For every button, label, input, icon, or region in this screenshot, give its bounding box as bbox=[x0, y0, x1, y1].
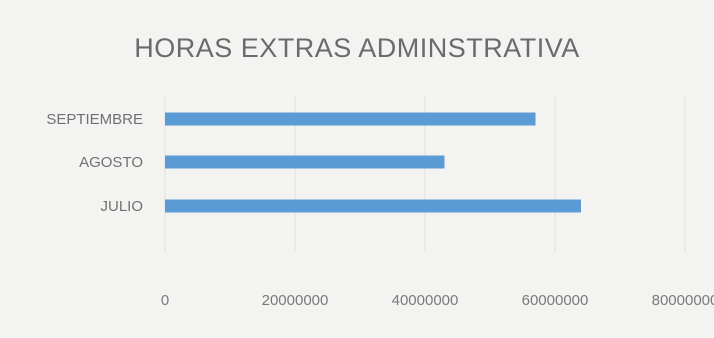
category-label-agosto: AGOSTO bbox=[79, 154, 143, 171]
bar-septiembre bbox=[165, 112, 536, 126]
category-label-septiembre: SEPTIEMBRE bbox=[46, 111, 143, 128]
x-tick-label-4: 80000000 bbox=[652, 292, 714, 309]
bar-agosto bbox=[165, 155, 445, 169]
bar-julio bbox=[165, 199, 581, 213]
chart-title: HORAS EXTRAS ADMINSTRATIVA bbox=[134, 33, 580, 63]
x-tick-label-1: 20000000 bbox=[262, 292, 329, 309]
x-axis-ticks: 0 20000000 40000000 60000000 80000000 bbox=[161, 292, 714, 309]
x-tick-label-2: 40000000 bbox=[392, 292, 459, 309]
x-tick-label-3: 60000000 bbox=[522, 292, 589, 309]
category-labels: SEPTIEMBRE AGOSTO JULIO bbox=[46, 111, 143, 215]
x-tick-label-0: 0 bbox=[161, 292, 169, 309]
bars bbox=[165, 112, 581, 213]
category-label-julio: JULIO bbox=[100, 198, 143, 215]
